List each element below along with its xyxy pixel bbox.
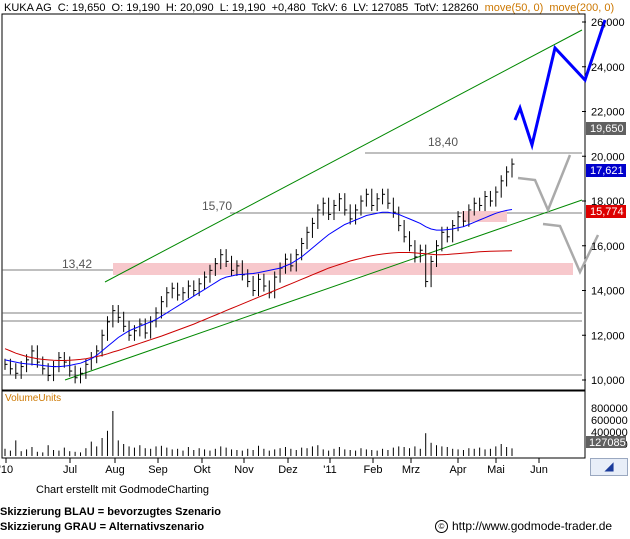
- high-value: H: 20,090: [166, 2, 214, 14]
- ma200-line: [4, 250, 513, 361]
- y-tick-label: 12,000: [591, 330, 625, 342]
- y-tick-label: 16,000: [591, 241, 625, 253]
- grey-scenario-sketch-1: [517, 154, 572, 214]
- volume-label: VolumeUnits: [5, 393, 61, 404]
- x-tick-label: Mrz: [402, 464, 420, 476]
- symbol: KUKA AG: [4, 2, 52, 14]
- ma50-badge-text: 17,621: [590, 165, 624, 177]
- x-tick-label: Feb: [364, 464, 383, 476]
- y-tick-label: 24,000: [591, 62, 625, 74]
- change-value: +0,480: [272, 2, 306, 14]
- ma50-legend: move(50, 0): [485, 2, 544, 14]
- support-zone-1570: [462, 211, 507, 222]
- volume-badge-text: 127085: [589, 437, 626, 449]
- x-tick-label: Mai: [487, 464, 505, 476]
- grey-scenario-sketch-2: [542, 222, 600, 275]
- scroll-arrow-icon: ◢: [604, 459, 614, 473]
- channel-lower-line: [64, 199, 583, 381]
- reference-lines: [2, 152, 582, 376]
- y-tick-label: 10,000: [591, 375, 625, 387]
- legend-grey: Skizzierung GRAU = Alternativszenario: [0, 521, 205, 533]
- scroll-button[interactable]: ◢: [590, 458, 628, 476]
- source-url: © http://www.godmode-trader.de: [435, 519, 612, 533]
- volume-panel-frame: [1, 390, 586, 459]
- price-badge-text: 19,650: [590, 123, 624, 135]
- price-badge: [586, 122, 626, 135]
- support-zone-1342: [113, 263, 573, 275]
- volume-badge: [586, 436, 626, 448]
- last-volume: LV: 127085: [353, 2, 408, 14]
- x-tick-label: Dez: [278, 464, 298, 476]
- volume-bars: [4, 411, 513, 456]
- x-tick-label: Okt: [193, 464, 210, 476]
- y-tick-label: 22,000: [591, 107, 625, 119]
- copyright-icon: ©: [435, 519, 448, 533]
- x-tick-label: '10: [0, 464, 13, 476]
- total-volume: TotV: 128260: [414, 2, 478, 14]
- low-value: L: 19,190: [220, 2, 266, 14]
- y-tick-label: 14,000: [591, 286, 625, 298]
- date-axis: '10 Jul Aug Sep Okt Nov Dez '11 Feb Mrz Apr Mai Jun: [0, 458, 548, 476]
- volume-tick-label: 600000: [591, 415, 628, 427]
- y-tick-label: 20,000: [591, 151, 625, 163]
- x-tick-label: Jul: [63, 464, 77, 476]
- scenario-legend: Skizzierung BLAU = bevorzugtes Szenario …: [0, 505, 221, 535]
- ma200-badge-text: 15,774: [590, 206, 624, 218]
- ma200-legend: move(200, 0): [549, 2, 614, 14]
- x-tick-label: Apr: [449, 464, 466, 476]
- y-tick-label: 26,000: [591, 17, 625, 29]
- ma50-line: [4, 209, 513, 368]
- channel-upper-line: [104, 29, 583, 283]
- x-tick-label: Sep: [148, 464, 168, 476]
- ma200-badge: [586, 205, 626, 218]
- level-label-1840: 18,40: [428, 135, 458, 149]
- chart-header: KUKA AG C: 19,650 O: 19,190 H: 20,090 L:…: [4, 2, 614, 14]
- open-value: O: 19,190: [112, 2, 160, 14]
- x-tick-label: Nov: [234, 464, 254, 476]
- x-tick-label: '11: [323, 464, 337, 476]
- chart-credit: Chart erstellt mit GodmodeCharting: [36, 484, 210, 496]
- close-value: C: 19,650: [58, 2, 106, 14]
- tick-volume: TckV: 6: [311, 2, 347, 14]
- x-tick-label: Aug: [105, 464, 125, 476]
- x-tick-label: Jun: [530, 464, 548, 476]
- level-label-1570: 15,70: [202, 199, 232, 213]
- legend-blue: Skizzierung BLAU = bevorzugtes Szenario: [0, 506, 221, 518]
- volume-tick-label: 800000: [591, 403, 628, 415]
- url-text: http://www.godmode-trader.de: [452, 519, 613, 533]
- price-panel-frame: [1, 13, 586, 391]
- price-bars: [4, 158, 515, 384]
- ma50-badge: [586, 164, 626, 177]
- level-label-1342: 13,42: [62, 257, 92, 271]
- blue-scenario-sketch: [513, 19, 607, 151]
